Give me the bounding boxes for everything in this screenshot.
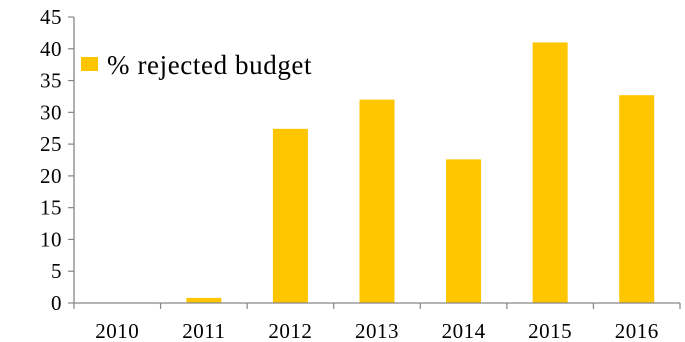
y-tick-label: 30 — [40, 100, 62, 124]
x-axis-ticks: 2010 2011 2012 2013 2014 2015 2016 — [73, 303, 681, 342]
bar-2016 — [619, 95, 655, 303]
y-tick-label: 15 — [40, 196, 62, 220]
x-tick-label: 2013 — [355, 319, 399, 342]
x-tick-label: 2014 — [442, 319, 486, 342]
x-tick-label: 2016 — [615, 319, 659, 342]
bar-2013 — [359, 99, 395, 303]
legend-label: % rejected budget — [107, 50, 312, 80]
y-axis-ticks: 0 5 10 15 20 25 30 35 40 45 — [40, 5, 74, 315]
y-tick-label: 10 — [40, 227, 62, 251]
bar-2014 — [446, 159, 482, 303]
y-tick-label: 35 — [40, 69, 62, 93]
x-tick-label: 2015 — [528, 319, 572, 342]
x-tick-label: 2011 — [182, 319, 225, 342]
bar-series — [186, 42, 655, 304]
y-tick-label: 20 — [40, 164, 62, 188]
y-tick-label: 5 — [51, 259, 62, 283]
bar-2015 — [532, 42, 568, 304]
x-tick-label: 2012 — [268, 319, 312, 342]
legend-swatch — [81, 57, 98, 71]
legend: % rejected budget — [81, 50, 312, 80]
x-tick-label: 2010 — [95, 319, 139, 342]
y-tick-label: 0 — [51, 291, 62, 315]
y-tick-label: 45 — [40, 5, 62, 29]
y-tick-label: 25 — [40, 132, 62, 156]
bar-2012 — [272, 128, 308, 303]
y-tick-label: 40 — [40, 37, 62, 61]
bar-2011 — [186, 297, 222, 303]
